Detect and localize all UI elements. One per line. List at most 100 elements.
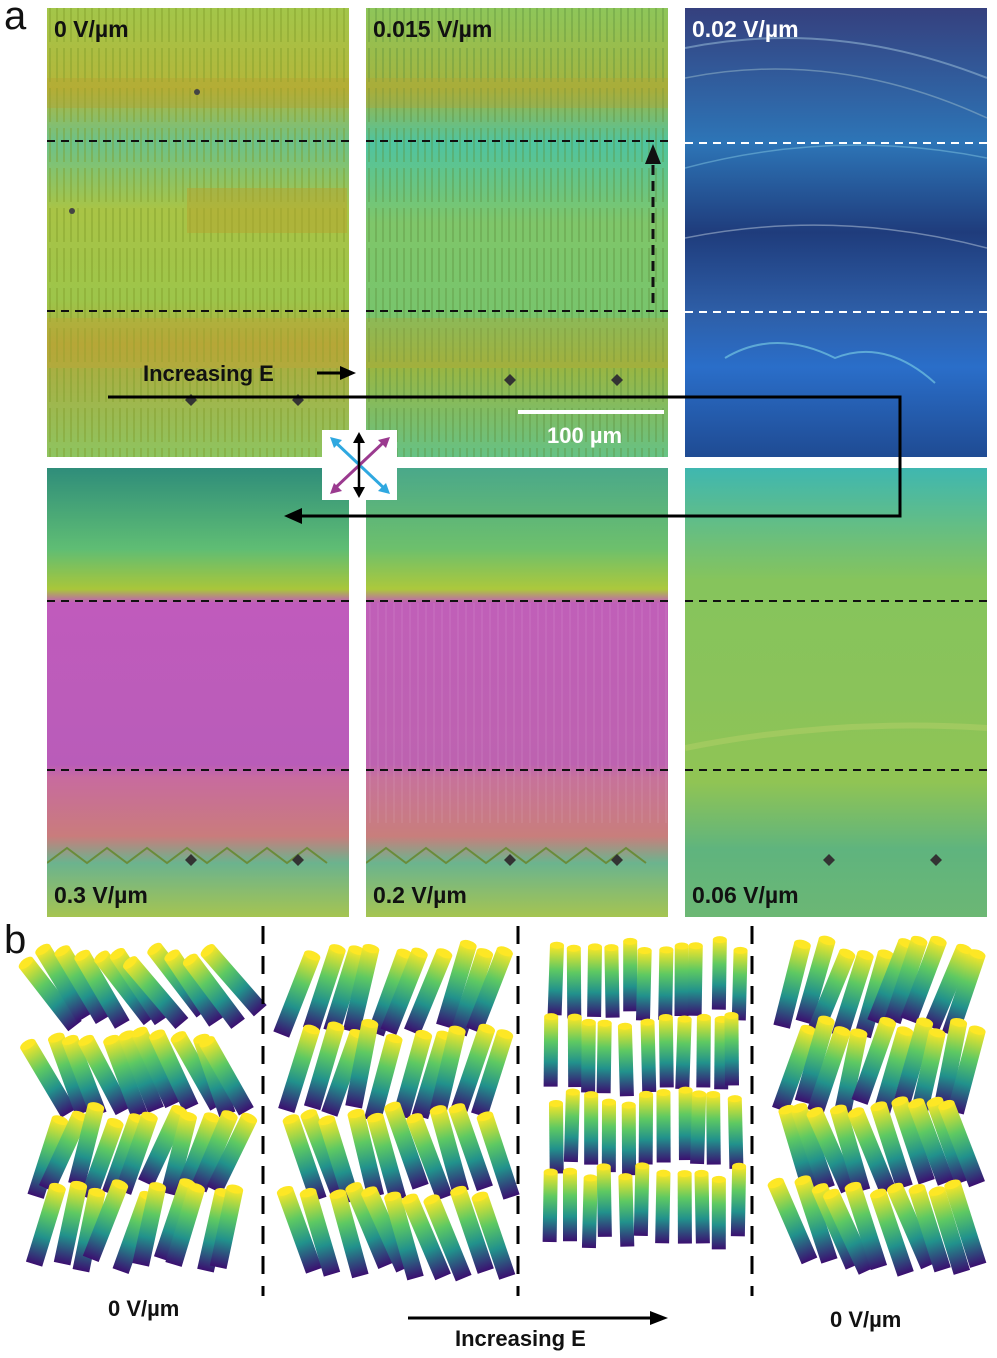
molecule-rod [401, 1193, 451, 1281]
molecule-rod [807, 948, 856, 1036]
molecule-rod [547, 941, 564, 1016]
molecule-rod [68, 1102, 105, 1187]
molecule-rod [886, 1182, 937, 1270]
molecule-rod [199, 1036, 254, 1116]
molecule-rod [923, 943, 973, 1031]
molecule-rod [78, 1034, 131, 1116]
molecule-rod [724, 1011, 740, 1086]
molecule-rod [323, 945, 366, 1034]
molecule-rod [731, 946, 748, 1021]
molecule-rod [182, 953, 245, 1029]
molecule-rod [730, 1162, 747, 1237]
molecule-rod [795, 935, 836, 1025]
molecule-rod [794, 1175, 838, 1264]
molecule-rod [928, 1186, 971, 1275]
molecule-rod [844, 1181, 888, 1271]
molecule-rod [617, 1022, 634, 1097]
molecule-rod [678, 1086, 693, 1161]
molecule-rod [690, 1090, 707, 1165]
molecule-rod [82, 1179, 129, 1262]
molecule-rod [884, 935, 928, 1025]
molecule-rod [944, 1179, 987, 1268]
molecule-rod [367, 1112, 407, 1202]
molecule-rod [907, 1098, 954, 1186]
molecule-rod [53, 1180, 88, 1266]
molecule-rod [103, 1034, 148, 1118]
molecule-rod [851, 1016, 897, 1105]
molecule-rod [941, 949, 986, 1038]
molecule-rod [542, 1168, 558, 1243]
molecule-rod [658, 946, 674, 1020]
molecule-rod [273, 950, 321, 1038]
cylinder-group-high-field [542, 936, 748, 1250]
molecule-rod [621, 1101, 637, 1176]
molecule-rod [20, 1038, 77, 1118]
increasing-e-label-b: Increasing E [455, 1326, 586, 1351]
molecule-rod [587, 943, 603, 1017]
field-label: 0 V/µm [54, 16, 129, 42]
molecule-rod [206, 1112, 258, 1194]
scale-bar-label: 100 µm [547, 423, 623, 448]
molecule-rod [160, 1111, 197, 1196]
molecule-rod [596, 1019, 612, 1094]
molecule-rod [18, 956, 82, 1032]
molecule-rod [132, 1182, 167, 1267]
molecule-rod [633, 1162, 650, 1236]
molecule-rod [380, 947, 428, 1035]
molecule-rod [450, 1185, 494, 1274]
molecule-rod [562, 1167, 578, 1242]
molecule-rod [54, 945, 111, 1024]
right-zero-field-label: 0 V/µm [830, 1307, 902, 1332]
molecule-rod [451, 1023, 496, 1112]
micrograph-2: 0.02 V/µm [685, 8, 987, 457]
molecule-rod [384, 1191, 424, 1281]
molecule-rod [794, 1015, 835, 1105]
molecule-rod [694, 1169, 710, 1244]
micrograph-1: 0.015 V/µm [366, 8, 668, 457]
molecule-rod [165, 1183, 205, 1267]
molecule-rod [893, 1017, 934, 1107]
molecule-rod [807, 1026, 851, 1115]
molecule-rod [938, 1099, 985, 1188]
molecule-rod [80, 1117, 124, 1202]
molecule-rod [596, 1163, 612, 1237]
molecule-rod [584, 1091, 599, 1165]
molecule-rod [115, 1111, 158, 1195]
field-label: 0.015 V/µm [373, 16, 493, 42]
molecule-rod [706, 1091, 721, 1165]
molecule-rod [149, 1029, 199, 1111]
molecule-rod [131, 1026, 181, 1109]
molecule-rod [891, 1096, 935, 1185]
molecule-rod [303, 1021, 345, 1111]
molecule-rod [318, 1115, 360, 1204]
molecule-rod [476, 1111, 520, 1200]
molecule-rod [392, 1029, 433, 1119]
left-zero-field-label: 0 V/µm [108, 1296, 180, 1321]
molecule-rod [833, 1028, 868, 1118]
field-label: 0.02 V/µm [692, 16, 799, 42]
molecule-rod [604, 944, 620, 1018]
molecule-rod [436, 939, 477, 1029]
molecule-rod [175, 1112, 221, 1196]
molecule-rod [854, 949, 895, 1039]
molecule-rod [870, 1188, 914, 1277]
molecule-rod [27, 1115, 69, 1199]
molecule-rod [623, 937, 638, 1012]
molecule-rod [450, 948, 494, 1037]
molecular-arrangement [18, 926, 987, 1325]
cylinder-group-0v-left [18, 942, 267, 1274]
molecule-rod [908, 1184, 951, 1273]
molecule-rod [72, 1187, 106, 1273]
molecule-rod [74, 949, 130, 1029]
increasing-e-label: Increasing E [143, 361, 274, 386]
molecule-rod [35, 943, 92, 1023]
molecule-rod [847, 1107, 896, 1195]
molecule-rod [727, 1095, 744, 1169]
molecule-rod [548, 1099, 564, 1174]
molecule-rod [677, 1170, 692, 1244]
polarizer-icon [322, 430, 397, 500]
molecule-rod [423, 1194, 472, 1282]
field-path-line [108, 395, 902, 518]
molecule-rod [581, 1174, 598, 1249]
molecule-rod [873, 1026, 914, 1116]
